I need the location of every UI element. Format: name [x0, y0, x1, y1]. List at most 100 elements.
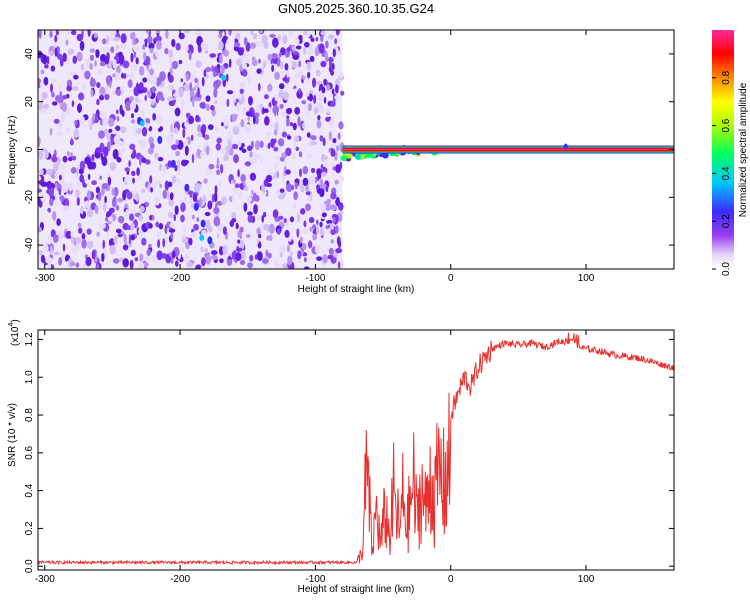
noise-blob [38, 136, 41, 147]
noise-blob [170, 123, 174, 134]
noise-blob [115, 109, 119, 115]
noise-blob [330, 148, 336, 157]
noise-blob [102, 201, 107, 212]
noise-blob [170, 144, 178, 151]
noise-blob [222, 35, 228, 41]
noise-blob [284, 229, 290, 238]
noise-blob [58, 229, 64, 240]
noise-blob [279, 104, 284, 109]
noise-blob [265, 174, 272, 183]
noise-blob [168, 228, 176, 233]
noise-blob [294, 38, 300, 45]
noise-blob [242, 69, 248, 77]
noise-blob [70, 30, 77, 36]
noise-blob [320, 60, 327, 68]
noise-blob [129, 101, 137, 111]
noise-blob [278, 215, 284, 220]
noise-blob [298, 60, 302, 68]
noise-blob [113, 235, 118, 245]
noise-blob [65, 39, 69, 46]
noise-blob [216, 157, 220, 168]
noise-blob [87, 173, 91, 180]
noise-blob [181, 247, 184, 253]
colorbar-label: Normalized spectral amplitude [738, 82, 749, 217]
noise-blob [249, 254, 254, 262]
noise-blob [319, 135, 324, 142]
noise-blob [285, 117, 290, 127]
noise-blob [326, 219, 333, 225]
noise-blob [174, 164, 178, 172]
noise-blob [184, 137, 188, 147]
noise-blob [109, 162, 117, 171]
noise-blob [121, 43, 126, 50]
noise-blob [266, 131, 271, 136]
noise-blob [195, 30, 200, 37]
noise-blob [132, 149, 137, 159]
noise-blob [74, 120, 78, 126]
noise-blob [328, 66, 332, 73]
noise-blob [216, 137, 223, 144]
noise-blob [317, 115, 321, 121]
noise-blob [243, 51, 249, 60]
noise-blob [293, 191, 298, 201]
noise-blob [71, 246, 78, 255]
colorbar-tick-label: 0.8 [721, 70, 732, 84]
noise-blob [91, 249, 96, 260]
noise-blob [138, 155, 142, 166]
noise-blob [191, 214, 195, 220]
noise-blob [274, 71, 280, 81]
noise-blob [278, 83, 285, 90]
noise-blob [316, 80, 322, 86]
noise-blob [330, 239, 335, 244]
noise-blob [42, 103, 49, 110]
noise-blob [164, 180, 169, 191]
noise-blob [139, 205, 145, 213]
noise-blob [308, 216, 315, 224]
svg-text:(x104): (x104) [8, 319, 21, 346]
noise-blob [42, 54, 48, 65]
noise-blob [274, 93, 278, 102]
noise-blob [167, 85, 172, 91]
noise-blob [315, 69, 321, 77]
noise-blob [288, 107, 292, 114]
noise-blob [199, 102, 205, 109]
noise-blob [103, 146, 109, 157]
noise-blob [234, 42, 241, 48]
noise-blob [306, 61, 311, 70]
noise-blob [336, 145, 340, 152]
noise-blob [91, 180, 97, 186]
noise-blob [247, 114, 251, 122]
noise-blob [289, 216, 295, 223]
noise-blob [101, 156, 108, 167]
signal-onset-blob [345, 153, 353, 159]
noise-blob [213, 191, 218, 203]
noise-blob [188, 115, 195, 125]
noise-blob [294, 178, 300, 183]
noise-blob [130, 52, 134, 63]
noise-blob [96, 82, 101, 89]
noise-blob [300, 184, 305, 193]
signal-onset-blob [354, 154, 361, 159]
noise-blob [322, 254, 328, 264]
noise-blob [169, 222, 175, 228]
noise-blob [173, 214, 176, 222]
noise-blob [175, 42, 181, 51]
noise-blob [115, 205, 120, 211]
noise-blob [156, 230, 162, 240]
noise-blob [185, 73, 189, 82]
noise-blob [285, 147, 292, 157]
streak-highlight [220, 74, 226, 81]
noise-blob [298, 88, 302, 95]
noise-blob [74, 236, 82, 244]
spectrogram-xtick-label: -300 [35, 273, 55, 284]
noise-blob [290, 251, 293, 256]
noise-blob [237, 169, 240, 178]
noise-blob [132, 177, 135, 184]
noise-blob [222, 226, 227, 235]
noise-blob [168, 49, 173, 60]
noise-blob [269, 33, 276, 38]
snr-xtick-label: -200 [170, 574, 190, 585]
noise-blob [304, 257, 307, 263]
noise-blob [232, 91, 236, 102]
noise-blob [178, 59, 183, 65]
